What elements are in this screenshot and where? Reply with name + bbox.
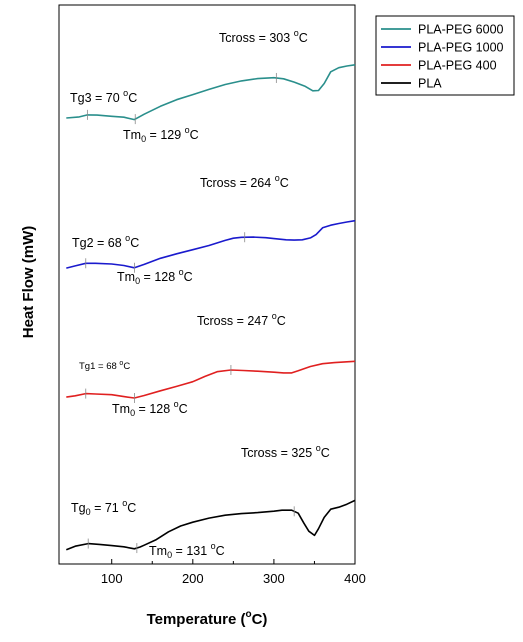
plot-frame [58, 4, 356, 565]
tick-markers [85, 72, 295, 554]
legend: PLA-PEG 6000 PLA-PEG 1000 PLA-PEG 400 PLA [375, 15, 515, 96]
annotation-label: Tg2 = 68 oC [72, 233, 139, 250]
series-line [66, 219, 356, 269]
series-line [66, 499, 356, 551]
annotation-label: Tg1 = 68 oC [79, 360, 130, 372]
annotation-label: Tm0 = 128 oC [112, 399, 188, 418]
x-tick-label: 300 [263, 571, 285, 586]
legend-label: PLA-PEG 1000 [418, 41, 504, 55]
x-tick-label: 100 [101, 571, 123, 586]
x-tick-label: 200 [182, 571, 204, 586]
annotation-label: Tm0 = 129 oC [123, 125, 199, 144]
annotation-label: Tm0 = 128 oC [117, 267, 193, 286]
annotation-label: Tm0 = 131 oC [149, 541, 225, 560]
legend-label: PLA-PEG 6000 [418, 23, 504, 37]
x-axis: 100 200 300 400 [101, 559, 366, 586]
series-line [66, 360, 356, 399]
annotation-label: Tcross = 247 oC [197, 311, 286, 328]
x-axis-title: Temperature (oC) [147, 609, 268, 628]
legend-label: PLA [418, 77, 442, 91]
annotation-label: Tcross = 264 oC [200, 173, 289, 190]
annotation-label: Tcross = 303 oC [219, 28, 308, 45]
series-line [66, 64, 356, 121]
y-axis-title: Heat Flow (mW) [20, 226, 37, 339]
x-tick-label: 400 [344, 571, 366, 586]
annotation-label: Tg0 = 71 oC [71, 498, 136, 517]
annotation-label: Tcross = 325 oC [241, 443, 330, 460]
legend-label: PLA-PEG 400 [418, 59, 497, 73]
annotations: Tg3 = 70 oC Tm0 = 129 oC Tcross = 303 oC Tg… [70, 28, 330, 560]
annotation-label: Tg3 = 70 oC [70, 88, 137, 105]
series-layer [66, 64, 356, 551]
